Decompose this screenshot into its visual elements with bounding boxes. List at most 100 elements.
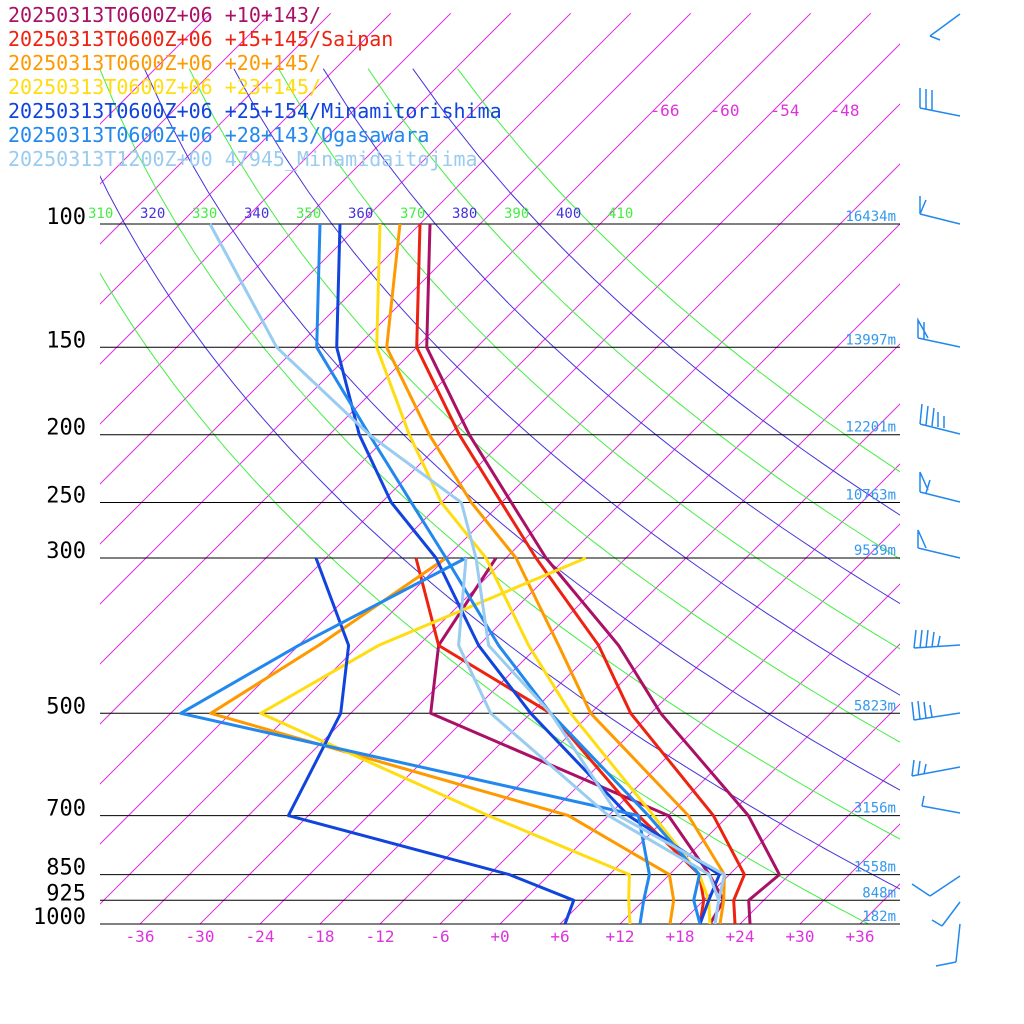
- isotherm-line: [100, 12, 452, 365]
- isotherm-line: [199, 223, 900, 924]
- wind-barb-icon: [919, 196, 961, 225]
- temperature-tick-label: -18: [306, 927, 335, 946]
- upper-temperature-tick-label: -54: [771, 101, 800, 120]
- height-label: 848m: [862, 885, 896, 901]
- height-label: 10763m: [845, 488, 896, 504]
- temperature-tick-label: +0: [490, 927, 509, 946]
- pressure-label: 150: [46, 328, 86, 353]
- theta-label: 350: [296, 206, 321, 222]
- dry-adiabat-line: [412, 68, 900, 516]
- wind-barbs: [911, 13, 961, 967]
- height-label: 16434m: [845, 209, 896, 225]
- pressure-label: 700: [46, 797, 86, 822]
- wind-barb-icon: [911, 759, 961, 777]
- wind-barb-icon: [913, 629, 961, 649]
- isotherm-line: [799, 823, 900, 924]
- isotherm-line: [100, 12, 332, 245]
- temperature-tick-label: +24: [726, 927, 755, 946]
- sounding-series: [179, 223, 781, 924]
- isotherm-line: [319, 343, 900, 924]
- isotherm-line: [100, 12, 572, 485]
- isotherm-line: [679, 703, 900, 924]
- temperature-line: [208, 223, 726, 924]
- temperature-line: [385, 223, 726, 924]
- temperature-tick-label: -36: [126, 927, 155, 946]
- temperature-tick-label: +6: [550, 927, 569, 946]
- pressure-label: 200: [46, 416, 86, 441]
- height-label: 5823m: [854, 698, 896, 714]
- theta-label: 410: [608, 206, 633, 222]
- wind-barb-icon: [917, 317, 961, 348]
- isotherm-line: [619, 643, 900, 924]
- dry-adiabat-line: [233, 68, 900, 696]
- legend-entry: 20250313T0600Z+06 +23+145/: [8, 75, 321, 99]
- theta-label: 360: [348, 206, 373, 222]
- theta-label: 310: [88, 206, 113, 222]
- wind-barb-icon: [929, 13, 961, 41]
- height-label: 182m: [862, 909, 896, 925]
- temperature-line: [415, 223, 746, 924]
- dry-adiabat-line: [322, 68, 900, 605]
- height-label: 12201m: [845, 420, 896, 436]
- wind-barb-icon: [911, 875, 961, 897]
- wind-barb-icon: [917, 529, 961, 559]
- isotherm-line: [100, 12, 692, 605]
- pressure-label: 250: [46, 484, 86, 509]
- isotherm-line: [100, 12, 272, 185]
- temperature-tick-label: -30: [186, 927, 215, 946]
- legend-entry: 20250313T0600Z+06 +28+143/Ogasawara: [8, 123, 429, 147]
- dewpoint-line: [259, 556, 632, 924]
- isotherm-line: [100, 12, 752, 665]
- wind-barb-icon: [935, 923, 961, 967]
- temperature-tick-label: +12: [606, 927, 635, 946]
- temperature-line: [315, 223, 702, 924]
- isotherm-line: [439, 463, 900, 924]
- pressure-label: 850: [46, 856, 86, 881]
- theta-label: 340: [244, 206, 269, 222]
- temperature-tick-label: +36: [846, 927, 875, 946]
- pressure-label: 1000: [33, 905, 86, 930]
- theta-label: 400: [556, 206, 581, 222]
- height-label: 3156m: [854, 801, 896, 817]
- theta-label: 320: [140, 206, 165, 222]
- upper-temperature-tick-label: -60: [711, 101, 740, 120]
- isotherm-line: [499, 523, 900, 924]
- dry-adiabat-line: [143, 68, 900, 791]
- dewpoint-line: [179, 556, 651, 924]
- pressure-label: 300: [46, 539, 86, 564]
- legend-entry: 20250313T0600Z+06 +20+145/: [8, 51, 321, 75]
- dry-adiabat-line: [278, 68, 900, 650]
- wind-barb-icon: [919, 471, 961, 503]
- legend: 20250313T0600Z+06 +10+143/20250313T0600Z…: [8, 3, 502, 171]
- theta-label: 370: [400, 206, 425, 222]
- isotherm-line: [100, 103, 900, 905]
- isotherm-line: [100, 43, 900, 845]
- legend-entry: 20250313T0600Z+06 +25+154/Minamitorishim…: [8, 99, 502, 123]
- height-label: 13997m: [845, 332, 896, 348]
- temperature-tick-label: -24: [246, 927, 275, 946]
- temperature-line: [335, 223, 721, 924]
- isotherm-line: [100, 12, 512, 425]
- height-label: 9539m: [854, 543, 896, 559]
- isotherm-line: [100, 12, 392, 305]
- temperature-tick-label: -12: [366, 927, 395, 946]
- temperature-tick-label: -6: [430, 927, 449, 946]
- dry-adiabat-line: [100, 175, 900, 890]
- upper-temperature-tick-label: -66: [651, 101, 680, 120]
- pressure-label: 925: [46, 881, 86, 906]
- pressure-label: 500: [46, 694, 86, 719]
- theta-label: 380: [452, 206, 477, 222]
- dewpoint-line: [209, 556, 676, 924]
- legend-entry: 20250313T0600Z+06 +10+143/: [8, 3, 321, 27]
- wind-barb-icon: [919, 403, 961, 435]
- wind-barb-icon: [931, 901, 961, 927]
- dry-adiabat-line: [457, 68, 900, 473]
- isotherm-line: [859, 883, 900, 924]
- dry-adiabat-line: [367, 68, 900, 560]
- legend-entry: 20250313T1200Z+00 47945_Minamidaitojima: [8, 147, 478, 171]
- isotherm-line: [139, 163, 900, 924]
- temperature-line: [375, 223, 712, 924]
- temperature-line: [425, 223, 781, 924]
